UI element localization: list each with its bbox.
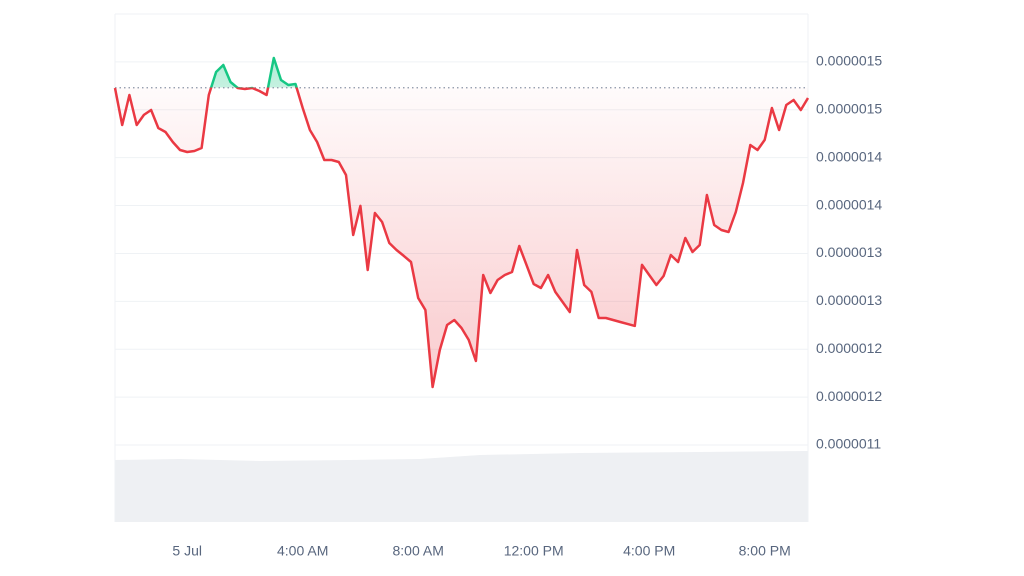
area-fill bbox=[115, 58, 808, 387]
x-tick-label: 4:00 PM bbox=[623, 543, 675, 559]
x-tick-label: 4:00 AM bbox=[277, 543, 328, 559]
price-line bbox=[113, 56, 810, 389]
x-tick-label: 5 Jul bbox=[172, 543, 202, 559]
y-tick-label: 0.0000015 bbox=[816, 100, 882, 116]
y-tick-label: 0.0000012 bbox=[816, 388, 882, 404]
y-tick-label: 0.0000011 bbox=[816, 436, 881, 452]
y-tick-label: 0.0000014 bbox=[816, 148, 882, 164]
y-tick-label: 0.0000013 bbox=[816, 244, 882, 260]
x-tick-label: 12:00 PM bbox=[504, 543, 564, 559]
y-tick-label: 0.0000014 bbox=[816, 196, 882, 212]
x-tick-label: 8:00 PM bbox=[739, 543, 791, 559]
volume-area bbox=[115, 451, 808, 522]
y-tick-label: 0.0000013 bbox=[816, 292, 882, 308]
y-tick-label: 0.0000015 bbox=[816, 53, 882, 69]
x-tick-label: 8:00 AM bbox=[393, 543, 444, 559]
y-tick-label: 0.0000012 bbox=[816, 340, 882, 356]
